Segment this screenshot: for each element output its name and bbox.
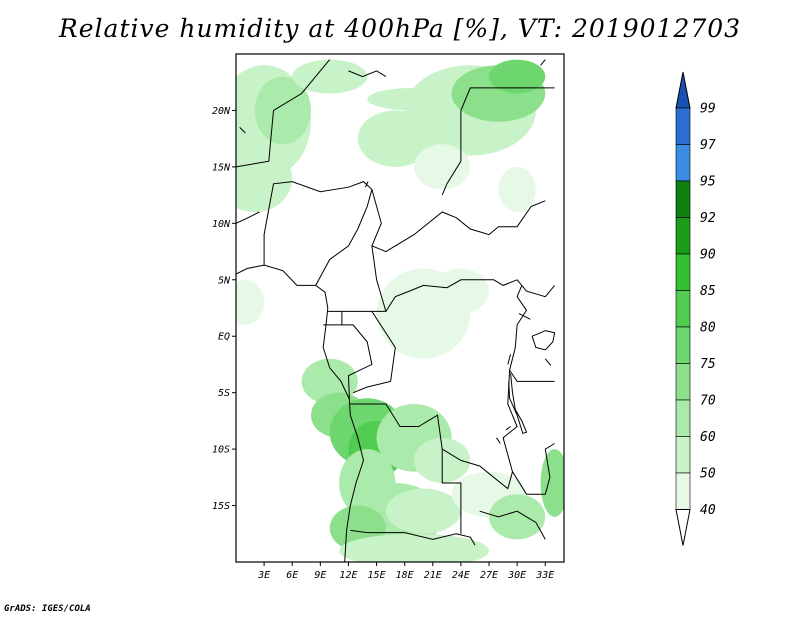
- border-line: [518, 313, 531, 320]
- lon-tick-label: 9E: [314, 570, 326, 581]
- border-line: [507, 354, 512, 365]
- border-line: [263, 181, 373, 286]
- border-line: [385, 279, 555, 312]
- colorbar-swatch: [675, 399, 691, 437]
- lon-tick-label: 18E: [396, 570, 414, 581]
- border-line: [505, 426, 511, 431]
- border-line: [350, 529, 476, 546]
- humidity-shade: [540, 449, 564, 517]
- border-line: [441, 449, 462, 534]
- border-line: [371, 189, 457, 253]
- humidity-shade: [414, 144, 471, 190]
- lat-tick-label: 15S: [212, 501, 230, 512]
- colorbar-bottom-arrow: [675, 509, 691, 546]
- colorbar-swatch: [675, 436, 691, 474]
- colorbar-level-label: 40: [700, 503, 716, 518]
- lon-tick-label: 12E: [339, 570, 357, 581]
- lon-tick-label: 3E: [257, 570, 270, 581]
- lon-tick-label: 30E: [507, 570, 526, 581]
- colorbar-level-label: 99: [700, 102, 716, 117]
- colorbar-swatch: [675, 144, 691, 182]
- colorbar-swatch: [675, 290, 691, 328]
- border-line: [508, 373, 528, 434]
- humidity-shade: [236, 279, 265, 325]
- lat-tick-label: 10S: [212, 445, 230, 456]
- border-line: [341, 324, 373, 400]
- humidity-shade: [385, 488, 461, 534]
- colorbar-level-label: 75: [700, 357, 716, 372]
- humidity-shade: [432, 268, 490, 314]
- humidity-shade: [498, 166, 536, 213]
- humidity-shade: [254, 76, 311, 145]
- humidity-shade: [292, 59, 368, 94]
- chart-title: Relative humidity at 400hPa [%], VT: 201…: [58, 14, 742, 43]
- border-line: [348, 70, 387, 78]
- border-line: [327, 245, 387, 312]
- humidity-shade: [489, 494, 546, 540]
- colorbar-level-label: 95: [700, 175, 716, 190]
- colorbar-level-label: 50: [700, 467, 716, 482]
- lon-tick-label: 15E: [368, 570, 386, 581]
- colorbar-level-label: 97: [700, 138, 716, 153]
- border-line: [509, 369, 555, 382]
- colorbar-top-arrow: [675, 71, 691, 109]
- border-line: [512, 443, 555, 495]
- border-line: [352, 311, 396, 394]
- lat-tick-label: 15N: [212, 162, 231, 173]
- colorbar-swatch: [675, 472, 691, 510]
- border-line: [350, 285, 528, 490]
- border-line: [239, 127, 246, 134]
- border-line: [479, 510, 546, 540]
- lon-tick-label: 6E: [286, 570, 298, 581]
- colorbar-swatch: [675, 217, 691, 255]
- colorbar-level-label: 80: [700, 321, 716, 336]
- lon-tick-label: 27E: [480, 570, 498, 581]
- border-line: [460, 87, 555, 111]
- border-line: [455, 200, 546, 236]
- latitude-axis: 20N 15N 10N 5N EQ 5S 10S 15S: [212, 106, 236, 512]
- lat-tick-label: 20N: [212, 106, 231, 117]
- border-line: [496, 437, 501, 444]
- colorbar-swatch: [675, 363, 691, 401]
- border-line: [236, 211, 260, 224]
- lat-tick-label: 5N: [218, 275, 231, 286]
- colorbar-swatch: [675, 180, 691, 218]
- colorbar-level-label: 92: [700, 211, 716, 226]
- border-line: [236, 264, 365, 562]
- border-line: [544, 358, 552, 366]
- border-line: [531, 330, 556, 351]
- lon-tick-label: 33E: [535, 570, 554, 581]
- grads-credit: GrADS: IGES/COLA: [4, 604, 91, 614]
- humidity-shade: [339, 533, 490, 562]
- border-line: [540, 59, 546, 66]
- colorbar-level-label: 60: [700, 430, 716, 445]
- border-line: [364, 181, 369, 188]
- border-line: [441, 110, 462, 196]
- humidity-shade: [236, 144, 293, 213]
- humidity-shade: [301, 358, 358, 404]
- lon-tick-label: 21E: [424, 570, 442, 581]
- colorbar-level-label: 85: [700, 284, 716, 299]
- colorbar-swatch: [675, 253, 691, 291]
- lat-tick-label: 5S: [218, 388, 230, 399]
- colorbar-swatch: [675, 107, 691, 145]
- colorbar: 40 50 60 70 75 80 85 90 92 95 97 99: [675, 71, 716, 546]
- longitude-axis: 3E 6E 9E 12E 15E 18E 21E 24E 27E 30E 33E: [257, 562, 554, 581]
- colorbar-swatch: [675, 326, 691, 364]
- country-borders: [236, 59, 556, 562]
- lat-tick-label: 10N: [212, 219, 231, 230]
- colorbar-level-label: 90: [700, 248, 716, 263]
- map-frame: [235, 53, 565, 563]
- lat-tick-label: EQ: [218, 332, 230, 343]
- lon-tick-label: 24E: [452, 570, 470, 581]
- border-line: [236, 59, 331, 168]
- humidity-shade: [489, 59, 546, 94]
- colorbar-level-label: 70: [700, 394, 716, 409]
